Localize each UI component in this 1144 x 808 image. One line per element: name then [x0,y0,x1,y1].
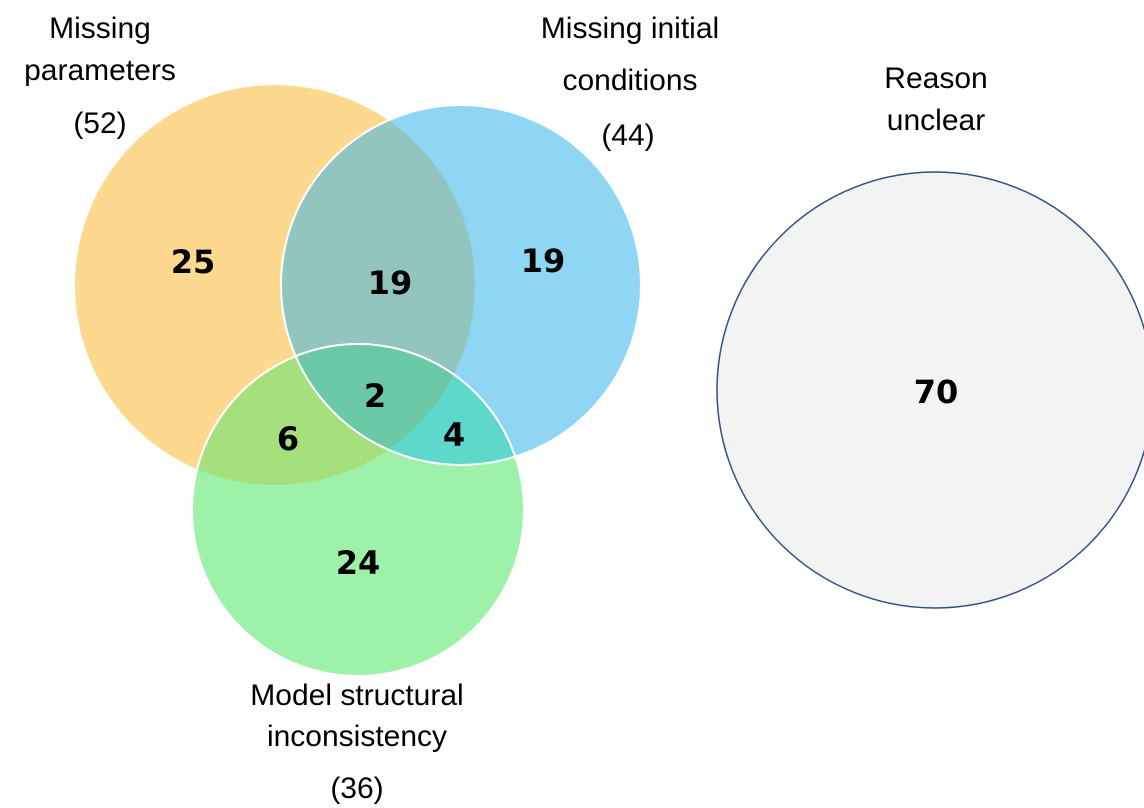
set-label: Model structural [250,679,463,712]
set-label: inconsistency [267,720,447,753]
set-label: conditions [562,64,697,97]
set-label: parameters [24,54,176,87]
set-label: Missing initial [541,12,719,45]
set-label: Missing [49,12,151,45]
region-count: 6 [277,420,299,458]
outline-initial [280,104,642,466]
region-count: 4 [443,416,465,454]
region-count: 19 [521,242,566,280]
set-label: unclear [887,104,985,137]
region-count: 2 [364,377,386,415]
set-total: (36) [330,772,383,805]
region-count: 25 [171,243,216,281]
set-label: Reason [884,62,987,95]
outline-structural [191,343,525,677]
set-total: (44) [601,119,654,152]
set-circle-unclear [716,171,1144,609]
region-count: 70 [914,373,959,411]
region-count: 24 [336,544,381,582]
overlap-initial-structural [281,344,524,465]
set-total: (52) [73,107,126,140]
region-count: 19 [368,264,413,302]
